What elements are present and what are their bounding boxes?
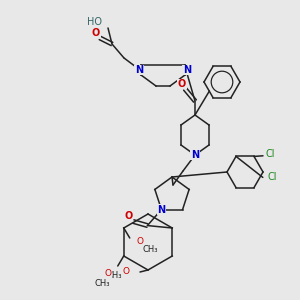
Text: O: O xyxy=(124,211,133,220)
Text: Cl: Cl xyxy=(265,149,275,159)
Text: N: N xyxy=(183,65,191,75)
Text: O: O xyxy=(104,269,111,278)
Text: N: N xyxy=(158,205,166,214)
Text: O: O xyxy=(122,268,130,277)
Text: Cl: Cl xyxy=(267,172,277,182)
Text: O: O xyxy=(136,238,143,247)
Text: O: O xyxy=(92,28,100,38)
Text: N: N xyxy=(135,65,143,75)
Text: CH₃: CH₃ xyxy=(142,245,158,254)
Text: O: O xyxy=(178,79,186,89)
Text: HO: HO xyxy=(86,17,101,27)
Text: CH₃: CH₃ xyxy=(94,280,110,289)
Text: N: N xyxy=(191,150,199,160)
Text: CH₃: CH₃ xyxy=(106,271,122,280)
